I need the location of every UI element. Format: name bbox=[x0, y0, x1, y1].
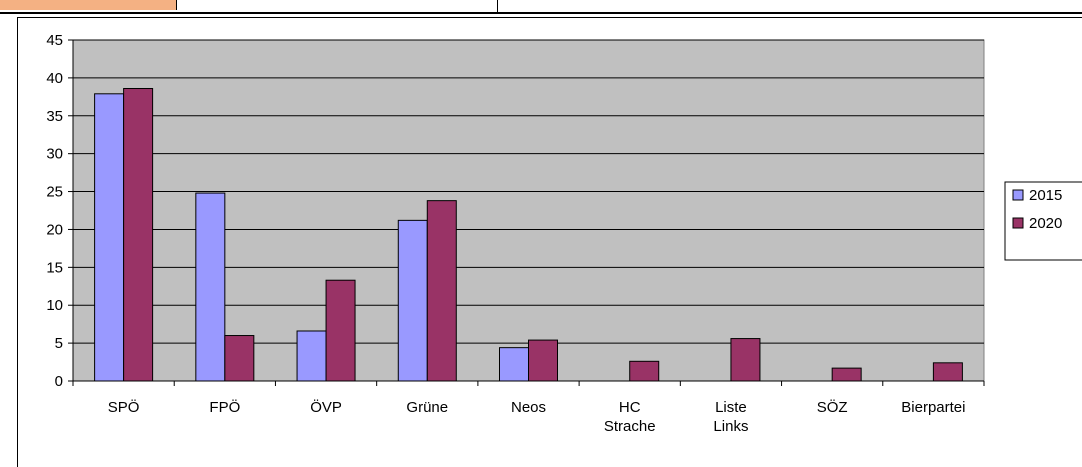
x-tick-label: Grüne bbox=[406, 399, 448, 416]
x-tick-label: Links bbox=[713, 418, 748, 435]
x-tick-label: Bierpartei bbox=[901, 399, 965, 416]
y-tick-label: 30 bbox=[46, 146, 63, 163]
y-tick-label: 0 bbox=[55, 373, 63, 390]
x-tick-label: SPÖ bbox=[108, 398, 140, 416]
bar-2020-6 bbox=[730, 338, 761, 382]
y-tick-label: 45 bbox=[46, 32, 63, 49]
x-tick-label: Liste bbox=[715, 399, 747, 416]
y-tick-label: 10 bbox=[46, 297, 63, 314]
selected-cell bbox=[0, 0, 177, 10]
y-tick-label: 5 bbox=[55, 335, 63, 352]
bar-2015-0 bbox=[94, 93, 125, 382]
bar-2015-1 bbox=[195, 192, 226, 382]
bar-2020-2 bbox=[325, 279, 356, 382]
bar-2020-1 bbox=[224, 335, 255, 382]
bar-2020-8 bbox=[932, 362, 963, 382]
bar-2020-4 bbox=[528, 339, 558, 382]
y-tick-label: 25 bbox=[46, 184, 63, 201]
cell-divider bbox=[497, 0, 498, 12]
x-tick-label: FPÖ bbox=[209, 398, 240, 416]
x-tick-label: ÖVP bbox=[310, 398, 342, 416]
legend-swatch-2020 bbox=[1012, 217, 1024, 229]
y-tick-label: 40 bbox=[46, 70, 63, 87]
sheet-border-line bbox=[0, 12, 1082, 14]
bar-2015-3 bbox=[397, 219, 428, 382]
bar-chart: 0 5 10 15 20 25 30 35 40 45 SPÖ FPÖ ÖVP Grüne Neos HC S… bbox=[46, 32, 1082, 435]
bar-2015-4 bbox=[499, 347, 529, 382]
y-tick-label: 15 bbox=[46, 259, 63, 276]
y-tick-label: 35 bbox=[46, 108, 63, 125]
chart-frame bbox=[17, 17, 1082, 467]
bar-2020-5 bbox=[629, 360, 660, 382]
sheet-top-strip bbox=[0, 0, 1082, 14]
bar-2015-2 bbox=[296, 330, 327, 382]
legend-swatch-2015 bbox=[1012, 189, 1024, 201]
y-tick-label: 20 bbox=[46, 221, 63, 238]
bar-2020-0 bbox=[123, 87, 154, 382]
legend-label-2020: 2020 bbox=[1029, 215, 1062, 232]
bar-2020-3 bbox=[426, 200, 457, 382]
x-tick-label: Strache bbox=[604, 418, 656, 435]
x-tick-label: SÖZ bbox=[817, 398, 848, 416]
x-tick-label: Neos bbox=[511, 399, 546, 416]
bar-2020-7 bbox=[831, 367, 862, 382]
legend-label-2015: 2015 bbox=[1029, 187, 1062, 204]
x-tick-label: HC bbox=[619, 399, 641, 416]
